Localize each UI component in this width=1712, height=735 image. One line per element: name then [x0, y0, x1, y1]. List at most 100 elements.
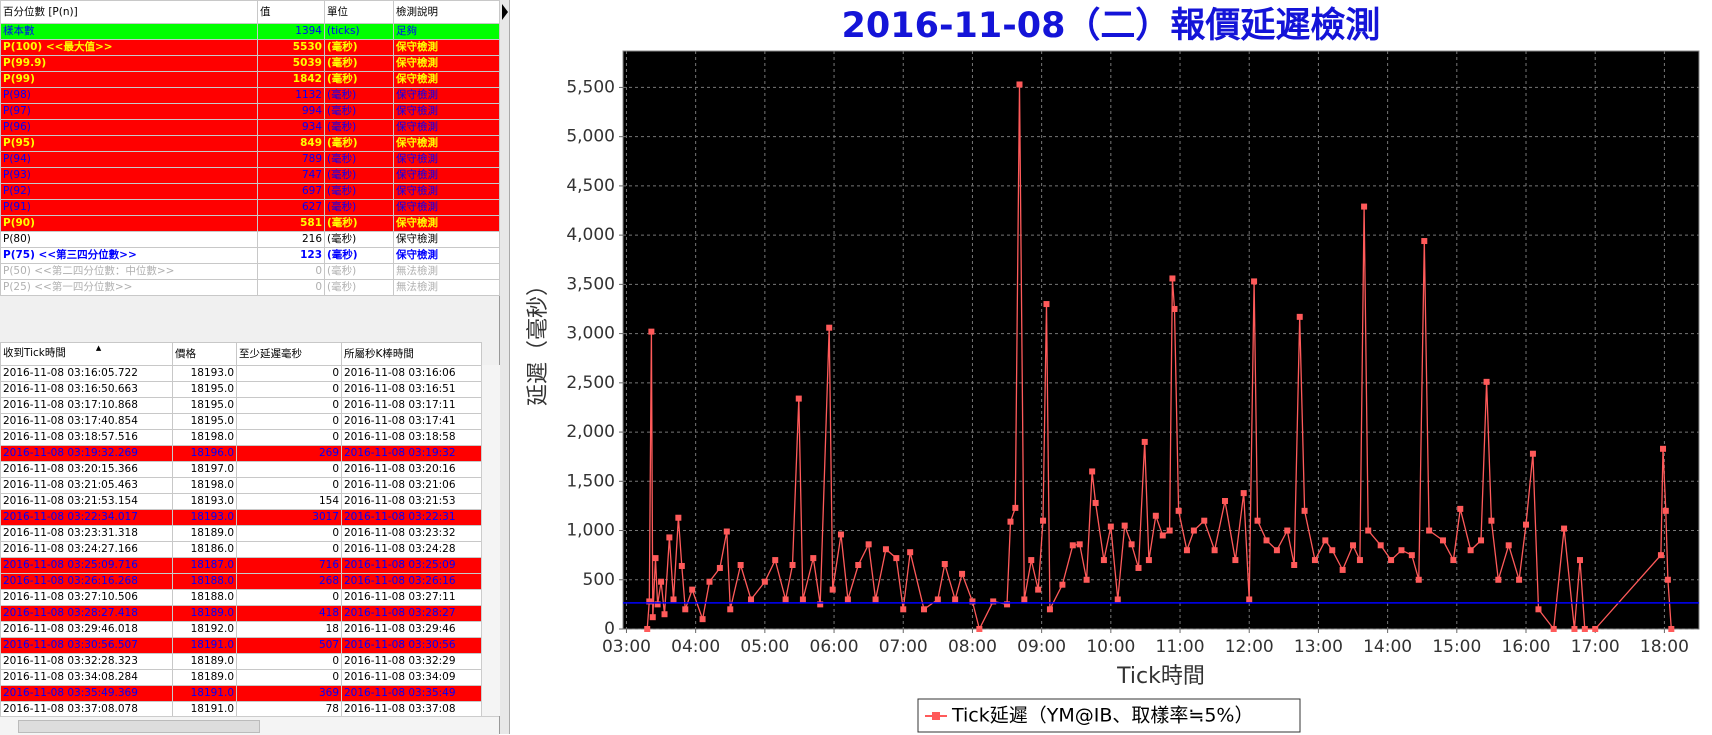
data-point	[1505, 542, 1512, 549]
data-point	[1529, 450, 1536, 457]
cell: 2016-11-08 03:29:46	[341, 621, 482, 638]
x-tick-label: 08:00	[948, 637, 997, 657]
data-point	[990, 598, 997, 605]
cell: 18193.0	[172, 509, 237, 526]
data-point	[727, 606, 734, 613]
cell: 2016-11-08 03:35:49	[341, 685, 482, 702]
table-row: P(25) <<第一四分位數>> 0 (毫秒) 無法檢測	[0, 279, 500, 296]
data-point	[649, 614, 656, 621]
data-point	[1329, 547, 1336, 554]
splitter-arrow[interactable]	[500, 0, 510, 30]
table-row: 2016-11-08 03:17:40.854 18195.0 0 2016-11-0…	[0, 413, 482, 430]
cell: 1842	[257, 71, 325, 88]
data-point	[1145, 557, 1152, 564]
cell: 154	[236, 493, 342, 510]
data-point	[789, 561, 796, 568]
horizontal-scrollbar[interactable]	[0, 716, 499, 735]
data-point	[670, 596, 677, 603]
data-point	[1495, 576, 1502, 583]
chart-title: 2016-11-08（二）報價延遲檢測	[842, 5, 1381, 46]
x-axis-label: Tick時間	[1116, 664, 1205, 689]
cell: 2016-11-08 03:25:09	[341, 557, 482, 574]
cell: 747	[257, 167, 325, 184]
cell: 697	[257, 183, 325, 200]
cell: 2016-11-08 03:28:27	[341, 605, 482, 622]
cell: 0	[236, 429, 342, 446]
data-point	[1523, 521, 1530, 528]
y-tick-label: 2,000	[566, 422, 615, 442]
cell: (毫秒)	[324, 199, 394, 216]
data-point	[795, 395, 802, 402]
column-header: 所屬秒K棒時間	[341, 342, 482, 366]
cell: 2016-11-08 03:22:31	[341, 509, 482, 526]
cell: P(92)	[0, 183, 258, 200]
data-point	[829, 586, 836, 593]
table-row: P(90) 581 (毫秒) 保守檢測	[0, 215, 500, 232]
cell: P(91)	[0, 199, 258, 216]
data-point	[1046, 606, 1053, 613]
cell: 1394	[257, 23, 325, 40]
cell: 2016-11-08 03:19:32.269	[0, 445, 173, 462]
data-point	[1377, 542, 1384, 549]
cell: 2016-11-08 03:25:09.716	[0, 557, 173, 574]
data-point	[1059, 581, 1066, 588]
legend-box	[917, 698, 1301, 733]
data-point	[661, 611, 668, 618]
data-point	[1550, 626, 1557, 632]
data-point	[1535, 606, 1542, 613]
table-row: 2016-11-08 03:27:10.506 18188.0 0 2016-11-0…	[0, 589, 482, 606]
cell: 0	[236, 541, 342, 558]
table-row: P(94) 789 (毫秒) 保守檢測	[0, 151, 500, 168]
vertical-scrollbar[interactable]	[481, 365, 500, 716]
data-point	[1069, 542, 1076, 549]
column-header: 百分位數 [P(n)]	[0, 0, 258, 24]
cell: (毫秒)	[324, 215, 394, 232]
cell: 保守檢測	[393, 71, 500, 88]
tick-table: 收到Tick時間 ▲ 價格 至少延遲毫秒 所屬秒K棒時間 2016-11-08 03:16…	[0, 342, 482, 718]
table-row: 2016-11-08 03:30:56.507 18191.0 507 2016-11…	[0, 637, 482, 654]
data-point	[1483, 378, 1490, 385]
cell: 18191.0	[172, 685, 237, 702]
splitter[interactable]	[500, 0, 510, 734]
cell: 216	[257, 231, 325, 248]
cell: 保守檢測	[393, 183, 500, 200]
column-header: 檢測說明	[393, 0, 500, 24]
cell: 2016-11-08 03:32:29	[341, 653, 482, 670]
table-row: 2016-11-08 03:16:05.722 18193.0 0 2016-11-0…	[0, 365, 482, 382]
table-row: 2016-11-08 03:34:08.284 18189.0 0 2016-11-0…	[0, 669, 482, 686]
cell: 2016-11-08 03:19:32	[341, 445, 482, 462]
header-row: 收到Tick時間 ▲ 價格 至少延遲毫秒 所屬秒K棒時間	[0, 342, 482, 366]
table-row: P(95) 849 (毫秒) 保守檢測	[0, 135, 500, 152]
cell: P(98)	[0, 87, 258, 104]
data-point	[658, 578, 665, 585]
cell: (毫秒)	[324, 87, 394, 104]
cell: P(93)	[0, 167, 258, 184]
data-point	[1135, 564, 1142, 571]
data-point	[1043, 301, 1050, 308]
y-tick-label: 1,000	[566, 521, 615, 541]
data-point	[748, 596, 755, 603]
data-point	[1201, 517, 1208, 524]
data-point	[1040, 517, 1047, 524]
data-point	[1571, 626, 1578, 632]
y-tick-label: 4,500	[566, 176, 615, 196]
data-point	[1467, 547, 1474, 554]
x-tick-label: 18:00	[1640, 637, 1689, 657]
data-point	[1662, 507, 1669, 514]
cell: (毫秒)	[324, 263, 394, 280]
cell: 樣本數	[0, 23, 258, 40]
cell: 2016-11-08 03:35:49.369	[0, 685, 173, 702]
table-row: 2016-11-08 03:25:09.716 18187.0 716 2016-11…	[0, 557, 482, 574]
cell: P(95)	[0, 135, 258, 152]
cell: 保守檢測	[393, 55, 500, 72]
cell: 2016-11-08 03:26:16.268	[0, 573, 173, 590]
cell: 無法檢測	[393, 263, 500, 280]
cell: P(25) <<第一四分位數>>	[0, 279, 258, 296]
data-point	[1284, 527, 1291, 534]
y-tick-label: 1,500	[566, 471, 615, 491]
column-header: 單位	[324, 0, 394, 24]
scroll-thumb[interactable]	[18, 720, 260, 733]
cell: 2016-11-08 03:18:58	[341, 429, 482, 446]
table-row: P(50) <<第二四分位數：中位數>> 0 (毫秒) 無法檢測	[0, 263, 500, 280]
y-tick-label: 5,000	[566, 127, 615, 147]
